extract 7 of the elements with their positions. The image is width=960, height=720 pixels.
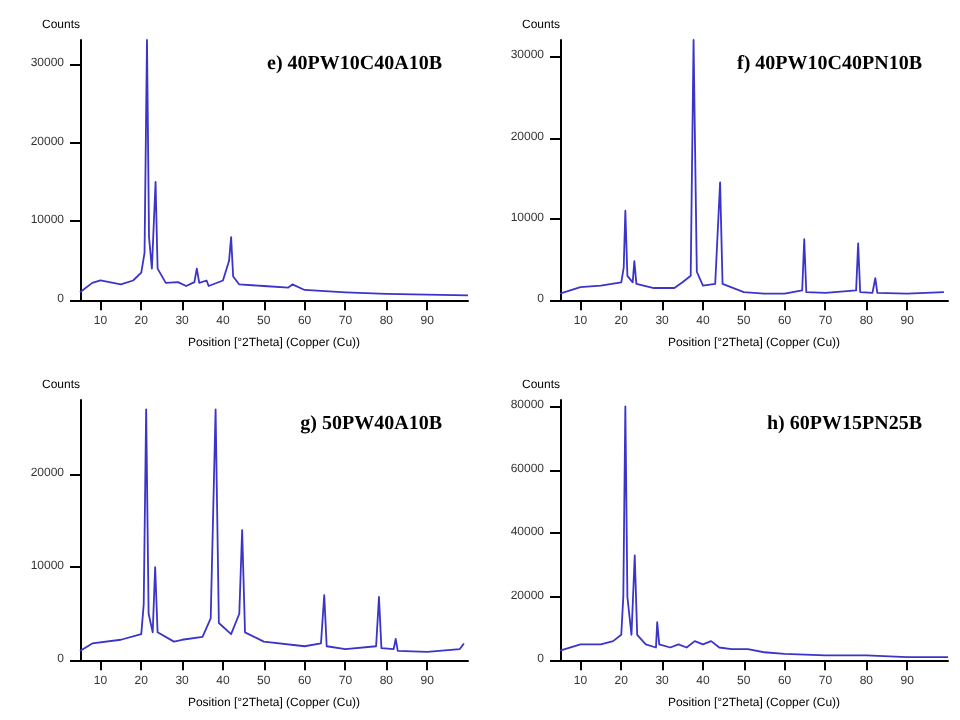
line-series	[79, 408, 465, 653]
text: f) 40PW10C40PN10B	[737, 53, 923, 75]
text: g) 50PW40A10B	[300, 413, 443, 435]
line-series	[79, 39, 469, 297]
line-series	[559, 39, 945, 295]
text: h) 60PW15PN25B	[767, 413, 923, 435]
text: e) 40PW10C40A10B	[267, 53, 443, 75]
